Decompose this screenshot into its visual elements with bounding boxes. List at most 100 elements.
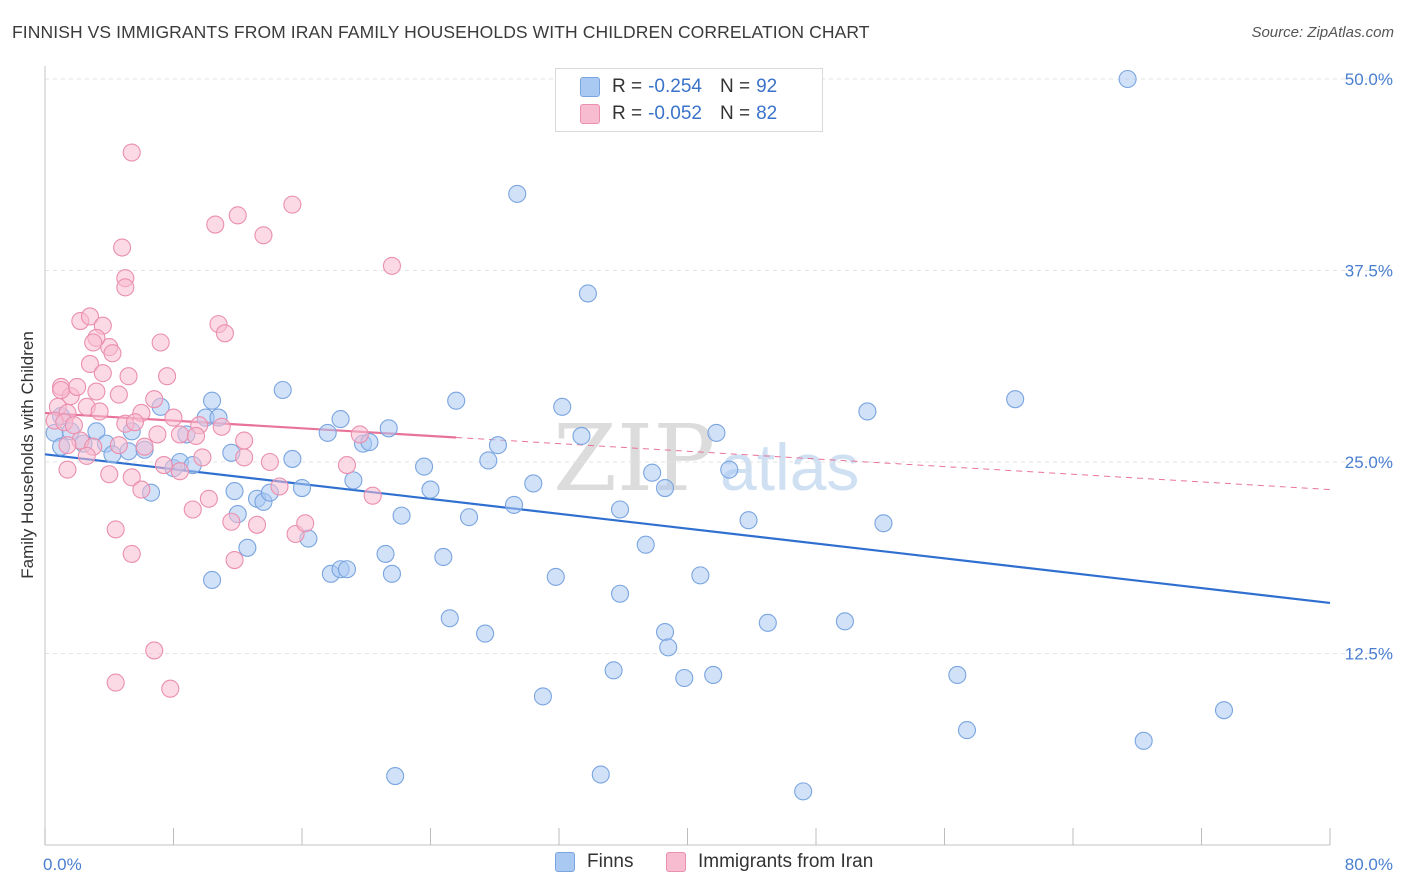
iran-point — [235, 431, 254, 450]
finns-point — [858, 402, 877, 421]
iran-point — [58, 436, 77, 455]
finns-point — [794, 782, 813, 801]
iran-point — [337, 456, 357, 475]
finns-point — [415, 457, 434, 476]
grid — [45, 78, 1392, 654]
watermark-atlas: atlas — [720, 430, 859, 504]
finns-point — [707, 423, 726, 442]
iran-point — [109, 385, 128, 404]
legend-item-iran[interactable]: Immigrants from Iran — [666, 851, 873, 873]
iran-point — [116, 278, 135, 297]
finns-point — [610, 500, 630, 519]
finns-point — [655, 478, 675, 498]
iran-point — [283, 195, 302, 214]
finns-point — [604, 661, 623, 680]
finns-point — [675, 668, 694, 688]
legend-n-value: 92 — [756, 76, 778, 97]
finns-point — [318, 423, 337, 442]
finns-point — [659, 638, 678, 657]
y-tick-label: 37.5% — [1345, 262, 1393, 281]
data-points — [45, 69, 1234, 801]
iran-point — [151, 333, 170, 352]
iran-point — [158, 367, 177, 386]
finns-point — [225, 482, 244, 501]
finns-legend-swatch — [555, 852, 575, 872]
finns-point — [524, 474, 543, 493]
finns-point — [1134, 731, 1153, 750]
iran-point — [235, 448, 254, 467]
iran-point — [363, 486, 382, 505]
iran-swatch — [580, 104, 600, 124]
finns-point — [1006, 390, 1025, 409]
watermark-zip: ZIP — [553, 405, 715, 512]
iran-point — [222, 512, 241, 531]
finns-point — [283, 449, 302, 468]
finns-point — [1214, 701, 1234, 720]
iran-point — [170, 425, 189, 444]
finns-point — [948, 665, 967, 684]
iran-point — [260, 452, 279, 472]
iran-point — [254, 226, 273, 245]
finns-trend-line — [44, 453, 1331, 605]
correlation-legend: R = -0.254 N = 92 R = -0.052 N = 82 — [555, 68, 823, 132]
series-legend: Finns Immigrants from Iran — [0, 851, 1406, 877]
iran-point — [122, 468, 141, 487]
iran-point — [148, 425, 167, 444]
iran-point — [103, 344, 122, 363]
iran-point — [84, 333, 103, 352]
finns-point — [440, 609, 459, 628]
finns-point — [273, 380, 292, 400]
finns-point — [379, 419, 398, 438]
iran-point — [154, 456, 173, 475]
x-tick-label: 80.0% — [1345, 855, 1393, 874]
iran-point — [109, 436, 128, 455]
finns-point — [591, 765, 610, 784]
chart-title: FINNISH VS IMMIGRANTS FROM IRAN FAMILY H… — [12, 22, 870, 42]
finns-point — [546, 567, 565, 586]
iran-point — [225, 550, 244, 570]
y-tick-label: 12.5% — [1345, 645, 1393, 664]
finns-point — [386, 767, 405, 786]
iran-point — [382, 256, 402, 275]
finns-point — [479, 451, 498, 470]
iran-point — [164, 408, 183, 427]
iran-point — [206, 215, 225, 234]
source-label: Source: ZipAtlas.com — [1251, 24, 1394, 41]
iran-point — [106, 520, 125, 539]
finns-point — [578, 284, 597, 303]
iran-point — [145, 390, 164, 409]
iran-point — [68, 377, 87, 396]
finns-point — [655, 623, 675, 642]
finns-point — [382, 564, 402, 583]
iran-point — [161, 679, 180, 698]
watermark: ZIP atlas — [553, 405, 859, 512]
finns-point — [203, 570, 222, 590]
iran-trend-extension — [456, 436, 1331, 491]
finns-point — [392, 506, 411, 525]
iran-point — [186, 426, 206, 446]
finns-point — [476, 624, 495, 643]
finns-point — [292, 478, 312, 498]
y-tick-label: 50.0% — [1345, 70, 1393, 89]
iran-point — [122, 143, 141, 162]
finns-swatch — [580, 77, 600, 97]
finns-point — [643, 463, 662, 482]
iran-point — [270, 477, 289, 496]
iran-point — [106, 673, 125, 692]
finns-point — [758, 613, 777, 632]
iran-point — [52, 380, 71, 400]
legend-r-value: -0.254 — [648, 76, 702, 97]
iran-point — [80, 307, 100, 326]
legend-item-finns[interactable]: Finns — [555, 851, 633, 873]
iran-point — [199, 489, 218, 508]
iran-point — [228, 206, 247, 225]
finns-point — [421, 480, 440, 499]
iran-point — [113, 238, 132, 257]
x-tick-label: 0.0% — [43, 855, 82, 874]
iran-point — [135, 437, 154, 456]
y-tick-label: 25.0% — [1345, 453, 1393, 472]
finns-point — [459, 508, 479, 527]
iran-point — [87, 382, 106, 401]
legend-r-label: R = — [612, 76, 643, 97]
finns-point — [720, 460, 739, 479]
